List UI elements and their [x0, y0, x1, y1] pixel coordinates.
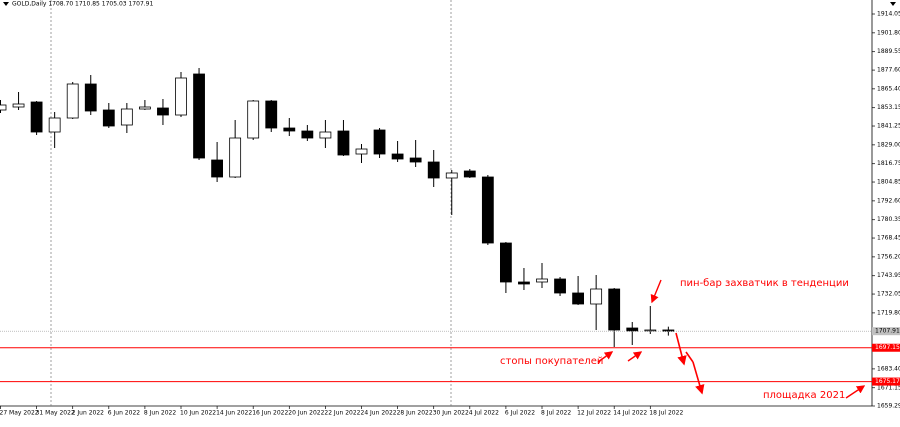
candle-body — [319, 131, 332, 139]
x-tick-label: 12 Jul 2022 — [577, 410, 611, 417]
x-tick-label: 8 Jul 2022 — [541, 410, 571, 417]
arrow — [845, 385, 866, 399]
y-tick-label: 1683.40 — [877, 365, 900, 372]
candle-body — [84, 83, 97, 112]
candle-body — [229, 137, 242, 178]
candle-body — [0, 104, 7, 111]
x-tick-label: 28 Jun 2022 — [397, 410, 433, 417]
candle-body — [12, 103, 25, 108]
candle-body — [518, 281, 530, 285]
y-tick-label: 1659.29 — [877, 403, 900, 410]
x-tick-label: 14 Jun 2022 — [216, 410, 252, 417]
candle-body — [590, 288, 603, 305]
x-tick-label: 27 May 2022 — [0, 410, 39, 417]
candle-body — [138, 106, 151, 110]
menu-icon[interactable] — [890, 2, 896, 6]
level-box — [872, 377, 900, 386]
y-tick-label: 1914.05 — [877, 11, 900, 18]
candle-body — [247, 100, 260, 139]
y-tick-label: 1804.85 — [877, 179, 900, 186]
x-tick-label: 8 Jun 2022 — [144, 410, 176, 417]
y-tick-label: 1877.60 — [877, 67, 900, 74]
candle-body — [427, 161, 440, 179]
candle-body — [373, 129, 386, 155]
x-tick-label: 16 Jun 2022 — [252, 410, 288, 417]
candle-body — [120, 108, 133, 126]
x-tick-label: 14 Jul 2022 — [613, 410, 647, 417]
x-tick-label: 10 Jun 2022 — [180, 410, 216, 417]
x-tick-label: 6 Jul 2022 — [505, 410, 535, 417]
arrow — [627, 351, 643, 362]
y-tick-label: 1865.40 — [877, 85, 900, 92]
arrow — [675, 332, 687, 366]
y-tick-label: 1853.15 — [877, 104, 900, 111]
annotation-arrows — [597, 279, 866, 399]
candle-body — [572, 292, 584, 305]
candle-body — [391, 153, 404, 160]
y-tick-label: 1756.20 — [877, 253, 900, 260]
arrow — [650, 279, 662, 304]
candle-body — [66, 83, 79, 119]
last-price-box — [872, 327, 900, 336]
candle-body — [265, 100, 278, 129]
y-tick-label: 1901.80 — [877, 29, 900, 36]
y-tick-label: 1732.05 — [877, 291, 900, 298]
candle-body — [626, 327, 639, 332]
annotation: пин-бар захватчик в тенденции — [680, 278, 849, 289]
candle-body — [644, 329, 657, 332]
y-tick-label: 1743.95 — [877, 272, 900, 279]
candle-body — [30, 101, 43, 133]
arrow — [692, 361, 705, 395]
candle-body — [409, 157, 422, 163]
x-tick-label: 22 Jun 2022 — [324, 410, 360, 417]
candle-body — [554, 278, 566, 294]
annotation: площадка 2021 — [763, 390, 845, 401]
x-tick-label: 20 Jun 2022 — [288, 410, 324, 417]
x-tick-label: 30 Jun 2022 — [433, 410, 469, 417]
y-tick-label: 1829.00 — [877, 141, 900, 148]
candle-body — [48, 117, 61, 133]
x-tick-label: 6 Jun 2022 — [108, 410, 140, 417]
candle-body — [157, 107, 169, 116]
candle-body — [608, 288, 621, 331]
y-tick-label: 1792.60 — [877, 197, 900, 204]
y-tick-label: 1671.15 — [877, 384, 900, 391]
candle-body — [481, 176, 494, 244]
arrow — [597, 351, 614, 363]
level-label: 1697.15 — [875, 344, 900, 351]
candle-body — [536, 278, 548, 283]
candle-body — [193, 73, 205, 159]
candle-body — [463, 170, 476, 178]
y-tick-label: 1768.45 — [877, 235, 900, 242]
candle-body — [283, 127, 296, 132]
candle-body — [337, 130, 350, 156]
x-tick-label: 4 Jul 2022 — [469, 410, 499, 417]
candle-body — [211, 159, 224, 178]
arrow — [685, 351, 694, 363]
level-label: 1675.17 — [875, 378, 900, 385]
chart-header: GOLD,Daily 1708.70 1710.85 1705.03 1707.… — [12, 1, 153, 8]
candle-body — [355, 148, 368, 155]
y-tick-label: 1719.80 — [877, 309, 900, 316]
menu-icon[interactable] — [3, 2, 9, 6]
candle-body — [499, 242, 512, 283]
x-tick-label: 31 May 2022 — [36, 410, 75, 417]
y-tick-label: 1841.25 — [877, 123, 900, 130]
x-tick-label: 2 Jun 2022 — [72, 410, 104, 417]
candle-body — [102, 109, 115, 127]
x-tick-label: 18 Jul 2022 — [649, 410, 683, 417]
candle-body — [175, 77, 187, 116]
candle-body — [445, 172, 458, 179]
y-tick-label: 1780.35 — [877, 216, 900, 223]
y-tick-label: 1889.55 — [877, 48, 900, 55]
level-box — [872, 343, 900, 352]
annotation: стопы покупателей — [500, 356, 603, 367]
last-price-label: 1707.91 — [875, 328, 900, 335]
x-tick-label: 24 Jun 2022 — [361, 410, 397, 417]
y-tick-label: 1816.75 — [877, 160, 900, 167]
candle-body — [301, 130, 314, 139]
